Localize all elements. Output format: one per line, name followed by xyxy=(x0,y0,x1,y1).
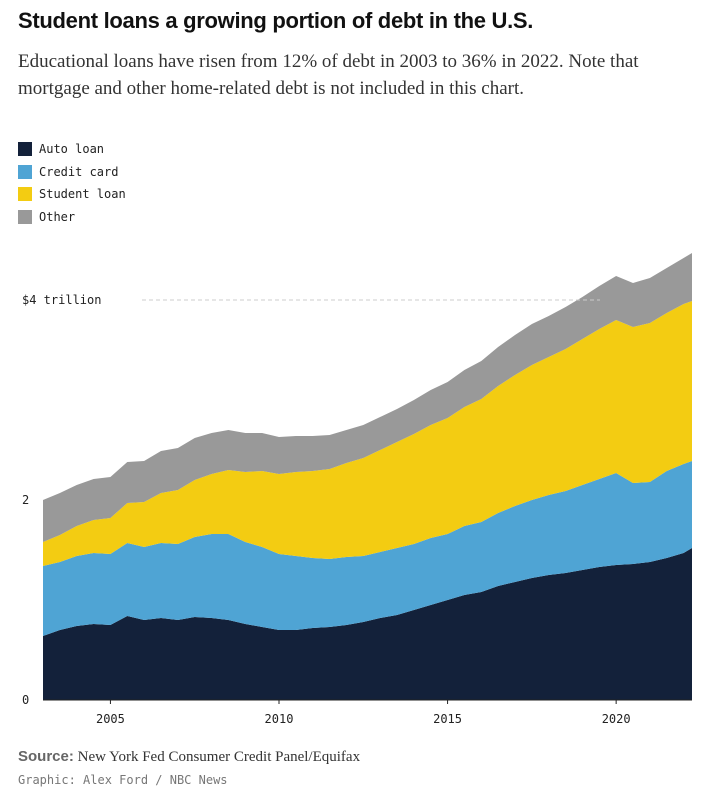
area-auto-loan xyxy=(43,548,692,700)
area-student-loan xyxy=(43,301,692,566)
legend-item-other: Other xyxy=(18,206,126,229)
area-other xyxy=(43,253,692,542)
x-tick-label-2020: 2020 xyxy=(602,712,631,726)
legend-item-credit-card: Credit card xyxy=(18,161,126,184)
legend-swatch-credit-card xyxy=(18,164,32,179)
x-tick-label-2015: 2015 xyxy=(433,712,462,726)
area-credit-card xyxy=(43,461,692,636)
legend-item-student-loan: Student loan xyxy=(18,183,126,206)
x-tick-label-2005: 2005 xyxy=(96,712,125,726)
x-axis: 2005 2010 2015 2020 xyxy=(43,699,692,726)
area-layers xyxy=(43,253,692,700)
source-text: New York Fed Consumer Credit Panel/Equif… xyxy=(77,749,361,765)
y-axis-ticks: 0 2 $4 trillion xyxy=(22,293,101,707)
legend-label-other: Other xyxy=(39,209,76,224)
legend-swatch-other xyxy=(18,209,32,224)
x-tick-label-2010: 2010 xyxy=(265,712,294,726)
y-tick-label-0: 0 xyxy=(22,693,29,707)
legend-item-auto-loan: Auto loan xyxy=(18,138,126,161)
graphic-credit: Graphic: Alex Ford / NBC News xyxy=(18,773,228,787)
footer: Source: New York Fed Consumer Credit Pan… xyxy=(18,748,360,787)
chart-subtitle: Educational loans have risen from 12% of… xyxy=(18,51,639,99)
chart-title: Student loans a growing portion of debt … xyxy=(18,8,534,33)
legend-label-credit-card: Credit card xyxy=(39,164,119,179)
source-label: Source: xyxy=(18,748,74,765)
legend-label-student-loan: Student loan xyxy=(39,187,126,202)
source-note: Source: New York Fed Consumer Credit Pan… xyxy=(18,748,360,769)
legend-label-auto-loan: Auto loan xyxy=(39,142,105,157)
y-tick-label-2: 2 xyxy=(22,493,29,507)
legend-swatch-student-loan xyxy=(18,187,32,202)
y-tick-label--4-trillion: $4 trillion xyxy=(22,293,101,307)
stacked-area-chart: 0 2 $4 trillion 2005 2010 2015 2020 xyxy=(22,253,692,726)
legend: Auto loan Credit card Student loan Other xyxy=(18,138,126,228)
legend-swatch-auto-loan xyxy=(18,142,32,157)
